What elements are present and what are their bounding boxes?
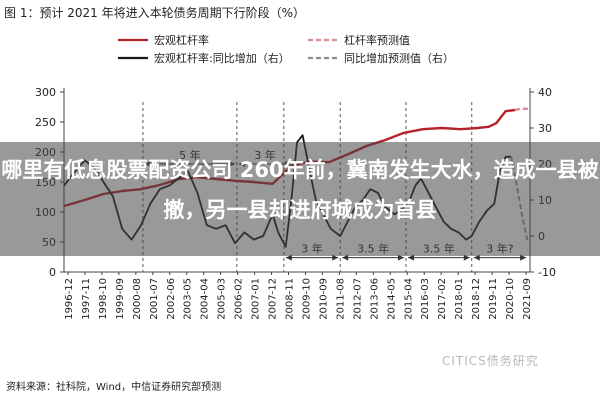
x-tick-label: 2010-09: [318, 278, 329, 320]
series-line: [514, 107, 529, 112]
y-right-tick-label: 30: [538, 122, 552, 135]
x-tick-label: 2008-11: [285, 278, 296, 320]
x-tick-label: 1997-11: [81, 278, 92, 320]
chart-title: 图 1：预计 2021 年将进入本轮债务周期下行阶段（%）: [4, 6, 306, 20]
cycle-arrow-right: [332, 254, 339, 261]
legend-label: 宏观杠杆率:同比增加（右）: [154, 51, 290, 65]
x-tick-label: 2017-02: [437, 278, 448, 320]
x-tick-label: 2000-08: [132, 278, 143, 320]
legend-label: 同比增加预测值（右）: [344, 51, 454, 65]
cycle-arrow-left: [342, 254, 349, 261]
x-tick-label: 2006-02: [234, 278, 245, 320]
x-tick-label: 2018-12: [471, 278, 482, 320]
x-tick-label: 2014-05: [386, 278, 397, 320]
y-right-tick-label: 40: [538, 86, 552, 99]
x-tick-label: 2018-01: [454, 278, 465, 320]
source-note: 资料来源：社科院，Wind，中信证券研究部预测: [6, 382, 222, 393]
y-left-tick-label: 0: [49, 266, 56, 279]
y-left-tick-label: 250: [35, 116, 56, 129]
x-tick-label: 2021-09: [522, 278, 533, 320]
x-tick-label: 2005-03: [217, 278, 228, 320]
x-tick-label: 2003-05: [183, 278, 194, 320]
x-tick-label: 1996-12: [64, 278, 75, 320]
x-tick-label: 2002-06: [166, 278, 177, 320]
x-tick-label: 2013-06: [369, 278, 380, 320]
cycle-arrow-right: [463, 254, 470, 261]
watermark: CITICS债务研究: [442, 354, 539, 368]
cycle-arrow-right: [397, 254, 404, 261]
x-tick-label: 2015-04: [403, 278, 414, 320]
legend-label: 杠杆率预测值: [344, 33, 410, 47]
x-tick-label: 2007-12: [268, 278, 279, 320]
cycle-arrow-left: [407, 254, 414, 261]
y-left-tick-label: 300: [35, 86, 56, 99]
x-tick-label: 2011-08: [335, 278, 346, 320]
x-tick-label: 2007-01: [251, 278, 262, 320]
x-tick-label: 1999-09: [115, 278, 126, 320]
x-tick-label: 1998-10: [98, 278, 109, 320]
legend-label: 宏观杠杆率: [154, 33, 209, 47]
x-tick-label: 2012-07: [352, 278, 363, 320]
x-tick-label: 2009-10: [301, 278, 312, 320]
headline-overlay: [0, 142, 600, 256]
x-tick-label: 2004-04: [200, 278, 211, 320]
headline-text: 哪里有低息股票配资公司 260年前，冀南发生大水，造成一县被撤，另一县却进府城成…: [1, 158, 599, 222]
x-tick-label: 2019-11: [488, 278, 499, 320]
x-tick-label: 2020-10: [505, 278, 516, 320]
x-tick-label: 2016-03: [420, 278, 431, 320]
x-tick-label: 2001-07: [149, 278, 160, 320]
y-right-tick-label: -10: [538, 266, 556, 279]
cycle-arrow-left: [473, 254, 480, 261]
cycle-arrow-left: [285, 254, 292, 261]
cycle-arrow-right: [520, 254, 527, 261]
